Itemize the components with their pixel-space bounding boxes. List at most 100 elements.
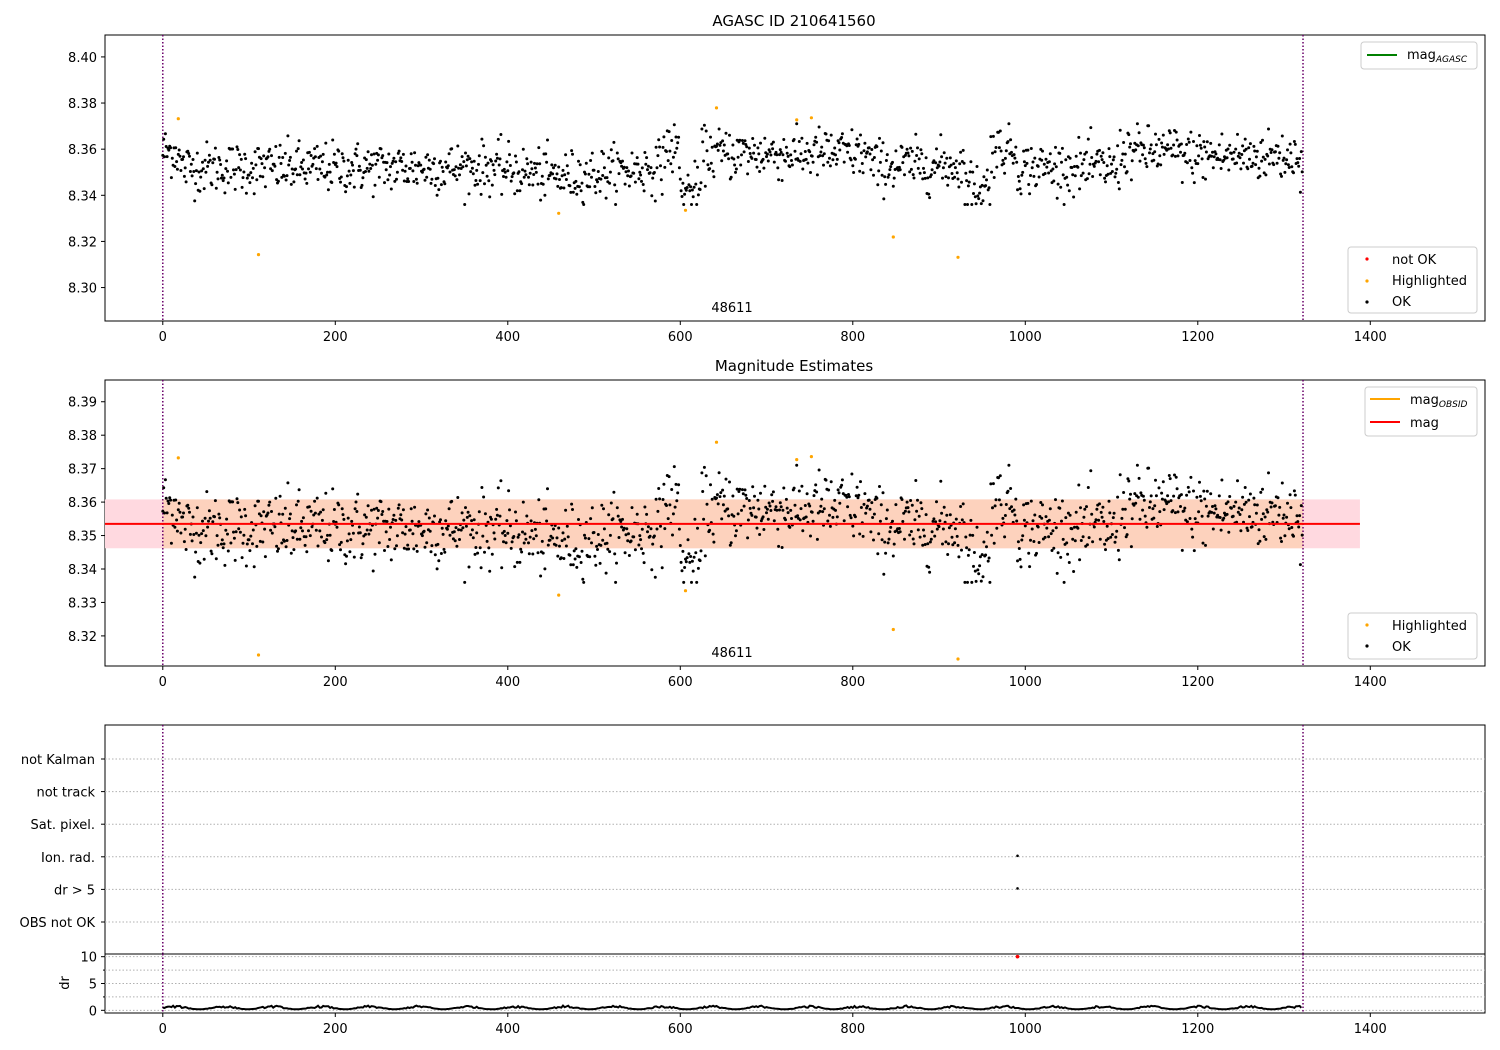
data-point xyxy=(426,508,430,512)
data-point xyxy=(1138,159,1142,163)
data-point xyxy=(1098,502,1101,506)
data-point xyxy=(297,488,301,492)
data-point xyxy=(464,506,467,510)
data-point xyxy=(1217,143,1221,147)
data-point xyxy=(1044,515,1048,519)
data-point xyxy=(748,152,752,155)
data-point xyxy=(945,513,949,517)
data-point xyxy=(558,544,561,548)
data-point xyxy=(450,499,454,503)
data-point xyxy=(1232,150,1236,154)
data-point xyxy=(747,499,751,502)
data-point xyxy=(594,563,598,567)
data-point xyxy=(475,168,479,172)
data-point xyxy=(500,566,504,570)
data-point xyxy=(1021,170,1025,174)
data-point xyxy=(538,162,542,166)
data-point xyxy=(438,520,442,524)
data-point xyxy=(1226,147,1230,151)
data-point xyxy=(964,535,968,539)
data-point xyxy=(944,175,948,179)
data-point xyxy=(244,157,248,161)
data-point xyxy=(1054,526,1058,530)
data-point xyxy=(351,531,355,535)
flag-category-label: dr > 5 xyxy=(54,883,95,898)
data-point xyxy=(463,203,467,206)
panel-magnitude-estimates: Magnitude Estimates 48611 8.328.338.348.… xyxy=(68,357,1486,690)
data-point xyxy=(790,517,793,520)
data-point xyxy=(518,560,522,564)
data-point xyxy=(550,163,554,167)
data-point xyxy=(909,499,913,502)
data-point xyxy=(736,155,740,159)
data-point xyxy=(1112,511,1116,515)
data-point xyxy=(1252,496,1256,500)
data-point xyxy=(885,508,889,512)
data-point xyxy=(350,519,354,523)
data-point xyxy=(1082,515,1086,519)
data-point xyxy=(886,541,890,545)
data-point xyxy=(1111,158,1115,162)
data-point xyxy=(1107,147,1111,151)
data-point xyxy=(182,540,186,544)
data-point xyxy=(884,517,888,521)
data-point xyxy=(1142,498,1146,502)
data-point xyxy=(533,161,536,165)
data-point xyxy=(218,516,222,520)
data-point xyxy=(275,544,279,548)
data-point xyxy=(602,527,606,531)
data-point xyxy=(1110,533,1114,536)
data-point xyxy=(589,159,593,162)
data-point xyxy=(396,151,400,155)
data-point xyxy=(1152,158,1156,162)
data-point xyxy=(920,152,924,156)
data-point xyxy=(1238,156,1242,160)
data-point xyxy=(301,167,304,171)
data-point xyxy=(400,160,404,163)
flag-category-label: not Kalman xyxy=(21,753,95,768)
data-point xyxy=(348,550,352,554)
data-point xyxy=(1289,151,1293,155)
data-point xyxy=(295,537,299,541)
data-point xyxy=(1192,549,1196,553)
data-point xyxy=(304,535,308,539)
data-point xyxy=(544,507,548,511)
data-point xyxy=(520,550,524,554)
data-point xyxy=(1042,162,1046,166)
data-point xyxy=(355,154,359,158)
data-point xyxy=(1187,490,1191,494)
data-point xyxy=(878,160,882,164)
data-point xyxy=(672,465,676,469)
data-point xyxy=(704,129,708,133)
data-point xyxy=(659,178,663,182)
data-point xyxy=(1235,161,1239,165)
data-point xyxy=(351,163,354,167)
data-point xyxy=(339,180,342,184)
data-point xyxy=(1203,145,1207,149)
data-point xyxy=(195,506,199,510)
data-point xyxy=(450,147,454,151)
data-point xyxy=(181,157,185,161)
data-point xyxy=(747,146,751,150)
data-point xyxy=(641,183,645,186)
data-point xyxy=(1012,153,1016,157)
data-point xyxy=(932,517,936,521)
data-point xyxy=(966,553,970,557)
data-point xyxy=(326,170,329,174)
data-point xyxy=(245,176,249,180)
data-point xyxy=(1120,158,1124,162)
data-point xyxy=(1264,537,1268,541)
data-point xyxy=(331,487,335,491)
data-point xyxy=(1054,145,1057,149)
data-point xyxy=(1120,516,1124,520)
data-point xyxy=(482,495,486,499)
data-point xyxy=(502,175,505,178)
data-point xyxy=(1174,475,1178,479)
data-point xyxy=(1071,173,1075,177)
data-point xyxy=(167,502,171,505)
data-point xyxy=(1048,152,1052,156)
data-point xyxy=(266,155,270,159)
data-point xyxy=(1135,122,1139,126)
data-point xyxy=(504,175,508,179)
data-point xyxy=(1128,497,1132,501)
